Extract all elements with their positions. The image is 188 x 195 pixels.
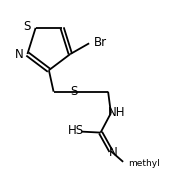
Text: S: S [24,20,31,33]
Text: N: N [109,146,118,159]
Text: N: N [15,48,24,61]
Text: HS: HS [68,124,84,137]
Text: S: S [70,85,78,98]
Text: NH: NH [108,106,126,119]
Text: methyl: methyl [128,159,160,168]
Text: Br: Br [94,36,107,49]
